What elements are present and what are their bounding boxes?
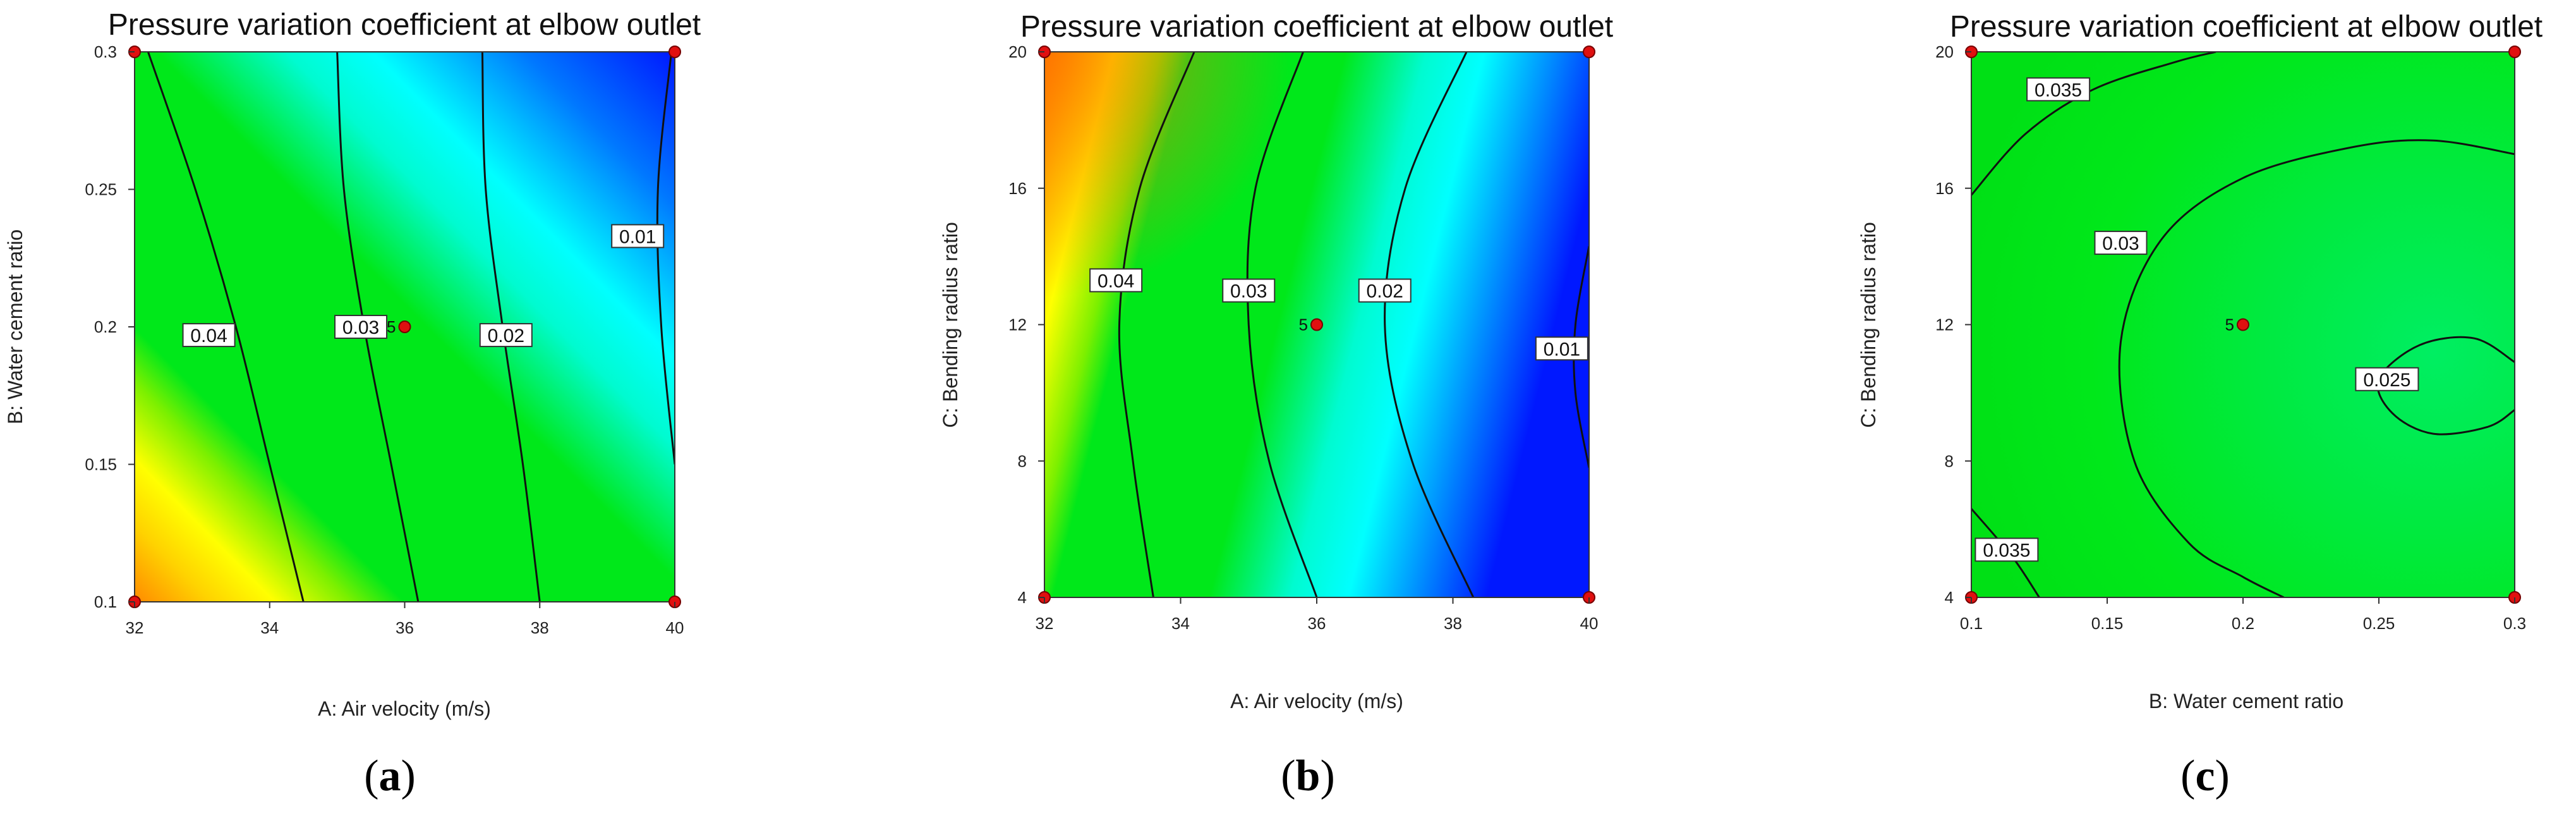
y-tick-label: 0.1 — [94, 592, 117, 611]
contour-label-box — [2094, 231, 2148, 255]
contour-label-box — [2026, 77, 2091, 102]
contour-lines-b — [1118, 52, 1589, 597]
panel-caption: (a) — [364, 752, 416, 800]
chart-title: Pressure variation coefficient at elbow … — [108, 8, 701, 42]
x-tick-label: 0.3 — [2503, 614, 2526, 633]
panel-caption-letter: b — [1296, 752, 1321, 800]
x-axis-label: A: Air velocity (m/s) — [318, 697, 491, 720]
contour-label: 0.02 — [488, 326, 524, 346]
chart-title: Pressure variation coefficient at elbow … — [1950, 10, 2543, 44]
panel-caption-open: ( — [364, 752, 378, 800]
x-tick-label: 0.2 — [2232, 614, 2254, 633]
contour-label-box — [1974, 537, 2039, 562]
panel-caption-close: ) — [1320, 752, 1334, 800]
y-tick-label: 20 — [1935, 42, 1954, 61]
contour-line-0.035 — [1971, 52, 2216, 196]
contour-label-box — [1535, 336, 1588, 361]
x-tick-label: 38 — [1444, 614, 1462, 633]
contour-label-box — [182, 323, 236, 348]
x-tick-label: 36 — [396, 618, 414, 637]
contour-label-box — [2355, 367, 2419, 391]
contour-panel-b: 0.04 0.03 0.02 0.01 5 32 34 36 38 40 4 8 12 16 20Press… — [939, 10, 1613, 800]
contour-label: 0.035 — [1983, 540, 2030, 561]
x-tick-label: 34 — [260, 618, 279, 637]
contour-line-0.04 — [1118, 52, 1195, 597]
y-tick-label: 8 — [1018, 451, 1027, 470]
contour-label: 0.03 — [2102, 233, 2139, 254]
y-tick-label: 4 — [1018, 588, 1027, 607]
y-tick-label: 4 — [1945, 588, 1954, 607]
x-tick-label: 34 — [1171, 614, 1190, 633]
center-point-count: 5 — [387, 317, 396, 336]
chart-title: Pressure variation coefficient at elbow … — [1020, 10, 1613, 44]
contour-label: 0.01 — [619, 226, 656, 247]
center-point-count: 5 — [2225, 315, 2234, 334]
contour-panel-a: 0.04 0.03 0.02 0.01 5 32 34 36 38 40 0.1 0.15 0.2 0.2… — [4, 8, 701, 800]
panel-caption-close: ) — [2215, 752, 2230, 800]
x-tick-label: 40 — [666, 618, 684, 637]
panel-caption-close: ) — [401, 752, 416, 800]
y-axis-label: C: Bending radius ratio — [1857, 222, 1880, 428]
y-tick-label: 20 — [1008, 42, 1027, 61]
contour-label-box — [1089, 268, 1143, 293]
x-tick-label: 36 — [1308, 614, 1326, 633]
x-tick-label: 32 — [126, 618, 144, 637]
center-design-point — [2237, 318, 2249, 331]
y-tick-label: 12 — [1008, 315, 1027, 334]
contour-label: 0.035 — [2035, 80, 2082, 101]
y-tick-label: 12 — [1935, 315, 1954, 334]
x-tick-label: 40 — [1580, 614, 1599, 633]
x-tick-label: 0.1 — [1960, 614, 1983, 633]
contour-label-box — [1358, 278, 1412, 303]
contour-label-box — [1222, 278, 1276, 303]
x-tick-label: 32 — [1036, 614, 1054, 633]
contour-label: 0.025 — [2363, 370, 2410, 391]
contour-label: 0.04 — [1098, 271, 1134, 291]
panel-caption: (b) — [1281, 752, 1335, 800]
contour-label-box — [479, 323, 533, 348]
contour-label-box — [334, 315, 388, 339]
contour-label: 0.03 — [342, 317, 379, 338]
x-tick-label: 38 — [531, 618, 549, 637]
y-tick-label: 16 — [1008, 179, 1027, 198]
panel-caption-letter: c — [2195, 752, 2215, 800]
contour-line-0.025 — [2376, 336, 2515, 436]
y-tick-label: 16 — [1935, 179, 1954, 198]
contour-line-0.03 — [1246, 52, 1318, 597]
contour-label: 0.04 — [190, 326, 227, 346]
y-axis-label: B: Water cement ratio — [4, 229, 27, 424]
y-tick-label: 0.15 — [85, 455, 117, 474]
panel-caption-letter: a — [379, 752, 401, 800]
panel-caption-open: ( — [1281, 752, 1295, 800]
panel-caption: (c) — [2180, 752, 2230, 800]
x-axis-label: A: Air velocity (m/s) — [1230, 690, 1403, 712]
contour-line-0.03 — [2118, 139, 2515, 597]
design-point — [668, 46, 681, 58]
x-axis-label: B: Water cement ratio — [2149, 690, 2343, 712]
center-point-count: 5 — [1299, 315, 1308, 334]
design-point — [2508, 46, 2521, 58]
y-tick-label: 0.2 — [94, 317, 117, 336]
center-design-point — [398, 321, 411, 333]
y-tick-label: 0.25 — [85, 180, 117, 199]
y-axis-label: C: Bending radius ratio — [939, 222, 962, 428]
design-point — [1583, 46, 1595, 58]
y-tick-label: 8 — [1945, 451, 1954, 470]
contour-label: 0.02 — [1367, 281, 1403, 302]
contour-label: 0.03 — [1230, 281, 1267, 302]
contour-line-0.02 — [1384, 52, 1475, 597]
contour-panel-c: 0.035 0.035 0.03 0.025 5 0.1 0.15 0.2 0.25 0.3 4 8 1… — [1857, 10, 2543, 800]
contour-lines-c — [1971, 52, 2515, 597]
x-tick-label: 0.15 — [2091, 614, 2124, 633]
center-design-point — [1310, 318, 1323, 331]
panel-caption-open: ( — [2180, 752, 2195, 800]
contour-label-box — [611, 224, 665, 248]
contour-label: 0.01 — [1544, 339, 1580, 360]
contour-line-0.04 — [147, 52, 305, 602]
x-tick-label: 0.25 — [2363, 614, 2395, 633]
y-tick-label: 0.3 — [94, 42, 117, 61]
contour-line-0.01 — [656, 52, 675, 465]
